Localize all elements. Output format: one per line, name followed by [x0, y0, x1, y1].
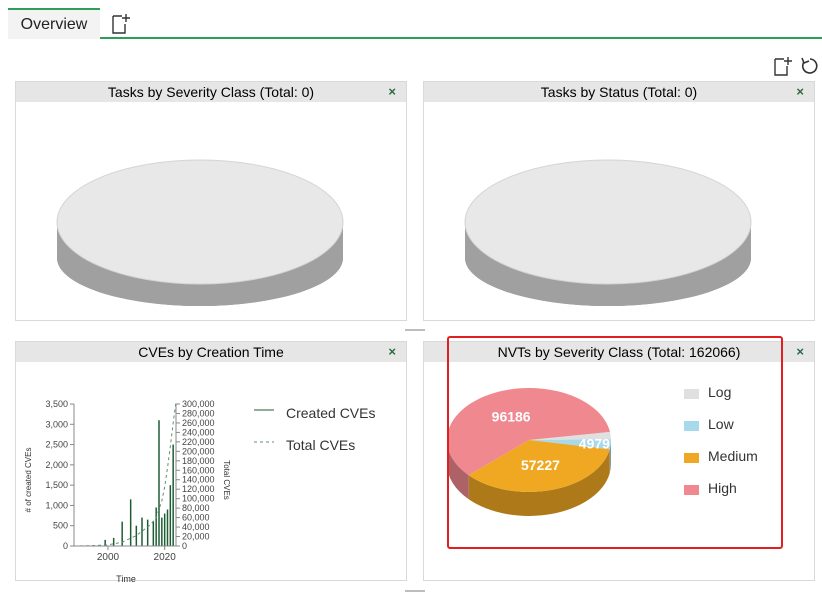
y2-tick-label: 100,000 [182, 494, 215, 504]
panel-tasks-by-severity: Tasks by Severity Class (Total: 0) × [15, 81, 407, 321]
y1-tick-label: 0 [63, 541, 68, 551]
panel-tasks-by-status: Tasks by Status (Total: 0) × [423, 81, 815, 321]
y2-tick-label: 120,000 [182, 484, 215, 494]
legend-label-medium: Medium [708, 448, 758, 464]
pie-slice-medium [468, 440, 610, 492]
y1-tick-label: 2,500 [45, 440, 68, 450]
x-tick-label: 2000 [97, 552, 120, 563]
row-resize-handle[interactable] [405, 329, 425, 331]
legend-label-created: Created CVEs [286, 405, 375, 421]
y2-tick-label: 60,000 [182, 513, 210, 523]
y2-tick-label: 0 [182, 541, 187, 551]
legend-swatch-log [684, 389, 699, 399]
close-icon[interactable]: × [796, 84, 804, 99]
tab-overview[interactable]: Overview [8, 8, 100, 39]
total-cve-line [73, 401, 177, 547]
y1-tick-label: 1,000 [45, 500, 68, 510]
y1-tick-label: 2,000 [45, 460, 68, 470]
pie-slice-side [447, 440, 469, 500]
empty-pie-chart [424, 102, 814, 320]
panel-title: Tasks by Severity Class (Total: 0) [16, 82, 406, 102]
y1-tick-label: 3,000 [45, 419, 68, 429]
new-dashboard-icon[interactable] [772, 55, 794, 77]
pie-slice-side [609, 440, 611, 474]
legend-label-total: Total CVEs [286, 437, 355, 453]
cve-chart: 0 500 1,000 1,500 2,000 2,500 3,000 3,500 0 20,0… [16, 362, 406, 584]
close-icon[interactable]: × [388, 84, 396, 99]
y1-tick-label: 3,500 [45, 399, 68, 409]
pie-label-high: 96186 [492, 409, 531, 425]
y2-tick-label: 80,000 [182, 503, 210, 513]
add-tab-icon[interactable] [110, 12, 132, 36]
reset-icon[interactable] [799, 55, 821, 77]
panel-cves-by-creation-time: CVEs by Creation Time × 0 500 1,000 1,500 2,… [15, 341, 407, 584]
legend-swatch-medium [684, 453, 699, 463]
y2-tick-label: 40,000 [182, 522, 210, 532]
y2-tick-label: 180,000 [182, 456, 215, 466]
legend-label-log: Log [708, 384, 732, 400]
y2-tick-label: 240,000 [182, 427, 215, 437]
nvts-pie-chart: 4979 57227 96186 Log Low Medium High [424, 362, 814, 580]
close-icon[interactable]: × [388, 344, 396, 359]
legend-label-low: Low [708, 416, 734, 432]
y1-tick-label: 1,500 [45, 480, 68, 490]
y2-axis-label: Total CVEs [222, 460, 231, 500]
x-tick-label: 2020 [154, 552, 177, 563]
y2-tick-label: 140,000 [182, 475, 215, 485]
empty-pie-chart [16, 102, 406, 320]
legend-swatch-high [684, 485, 699, 495]
x-axis-label: Time [116, 574, 136, 582]
pie-slice-low [529, 439, 611, 450]
y1-tick-label: 500 [53, 521, 68, 531]
panel-title: NVTs by Severity Class (Total: 162066) [424, 342, 814, 362]
y2-tick-label: 300,000 [182, 399, 215, 409]
panel-nvts-by-severity: NVTs by Severity Class (Total: 162066) ×… [423, 341, 815, 581]
close-icon[interactable]: × [796, 344, 804, 359]
panel-title: CVEs by Creation Time [16, 342, 406, 362]
tab-bar: Overview [8, 8, 822, 39]
row-resize-handle[interactable] [405, 590, 425, 592]
y2-tick-label: 200,000 [182, 446, 215, 456]
pie-label-medium: 57227 [521, 457, 560, 473]
pie-slice-log [529, 431, 611, 440]
y2-tick-label: 160,000 [182, 465, 215, 475]
panel-title: Tasks by Status (Total: 0) [424, 82, 814, 102]
pie-label-low: 4979 [579, 435, 610, 451]
y1-axis-label: # of created CVEs [24, 448, 33, 513]
y2-tick-label: 280,000 [182, 408, 215, 418]
legend-swatch-low [684, 421, 699, 431]
y2-tick-label: 220,000 [182, 437, 215, 447]
y2-tick-label: 260,000 [182, 418, 215, 428]
legend-label-high: High [708, 480, 737, 496]
y2-tick-label: 20,000 [182, 532, 210, 542]
pie-slice-side [468, 449, 610, 516]
pie-slice-high [447, 388, 610, 476]
